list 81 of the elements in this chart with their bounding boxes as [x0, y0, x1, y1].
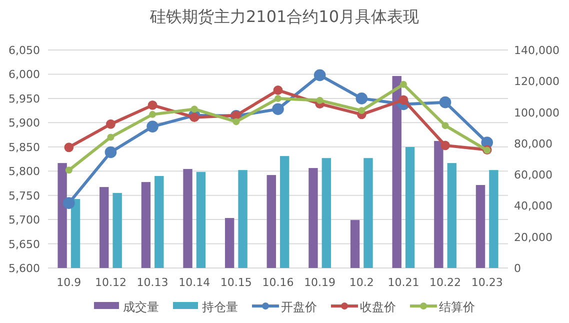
point: [398, 95, 408, 105]
bar: [141, 182, 151, 268]
y2-tick-label: 0: [514, 262, 521, 275]
x-tick-label: 10.21: [388, 276, 420, 289]
bar: [489, 170, 498, 268]
point: [440, 140, 450, 150]
bar: [350, 220, 360, 268]
bar: [447, 163, 456, 268]
bar: [112, 192, 122, 268]
bar: [364, 158, 373, 268]
x-tick-label: 10.22: [430, 276, 462, 289]
point: [190, 106, 198, 113]
y-tick-label: 5,850: [8, 140, 40, 154]
y2-tick-label: 120,000: [514, 75, 560, 88]
bar: [266, 175, 276, 268]
point: [190, 112, 200, 122]
point: [149, 110, 156, 118]
x-tick-label: 10.9: [56, 276, 82, 289]
point: [64, 142, 74, 152]
y-tick-label: 5,900: [8, 116, 40, 130]
y2-tick-label: 80,000: [514, 137, 552, 150]
x-tick-label: 10.19: [304, 276, 336, 289]
y-tick-label: 5,600: [8, 262, 40, 275]
y-tick-label: 5,700: [8, 214, 40, 227]
bar: [308, 168, 318, 268]
bar: [224, 218, 234, 268]
y2-tick-label: 60,000: [514, 168, 552, 182]
x-tick-label: 10.13: [136, 276, 168, 289]
bar: [280, 156, 290, 268]
point: [442, 122, 449, 130]
y2-tick-label: 100,000: [514, 106, 560, 120]
point: [439, 96, 452, 108]
legend-label: 收盘价: [360, 300, 396, 314]
bar: [70, 199, 80, 268]
bar: [322, 158, 332, 268]
point: [356, 92, 368, 104]
x-tick-label: 10.15: [220, 276, 252, 289]
x-tick-label: 10.14: [178, 276, 210, 289]
point: [274, 94, 282, 102]
bar: [154, 176, 164, 268]
bar: [196, 172, 206, 268]
y-tick-label: 5,650: [8, 238, 40, 251]
y-tick-label: 6,050: [8, 44, 40, 57]
point: [107, 134, 114, 141]
y2-tick-label: 20,000: [514, 230, 552, 244]
bar: [405, 147, 415, 268]
point: [316, 96, 324, 104]
point: [63, 197, 75, 209]
bar: [100, 187, 109, 268]
legend-label: 结算价: [439, 300, 475, 314]
y-tick-label: 6,000: [8, 68, 40, 82]
bar: [434, 140, 444, 268]
point: [104, 146, 117, 158]
chart-title: 硅铁期货主力2101合约10月具体表现: [148, 7, 420, 26]
y-tick-label: 5,750: [8, 189, 40, 202]
y-tick-label: 5,800: [8, 165, 40, 178]
point: [146, 120, 158, 132]
point: [232, 118, 240, 126]
bar: [476, 185, 486, 268]
bar: [183, 168, 192, 268]
point: [273, 86, 283, 95]
point: [272, 103, 284, 115]
point: [358, 107, 366, 114]
point: [314, 69, 326, 82]
x-tick-label: 10.16: [262, 276, 294, 289]
legend-label: 开盘价: [281, 300, 317, 314]
x-tick-label: 10.12: [94, 276, 126, 289]
point: [106, 119, 116, 129]
y-tick-label: 5,950: [8, 92, 40, 106]
bar: [238, 170, 248, 268]
legend-label: 成交量: [123, 300, 159, 314]
x-tick-label: 10.2: [349, 276, 374, 289]
y2-tick-label: 40,000: [514, 200, 552, 213]
bar: [392, 76, 402, 268]
point: [148, 100, 158, 110]
point: [400, 80, 407, 88]
x-tick-label: 10.23: [471, 276, 503, 289]
legend-label: 持仓量: [202, 300, 238, 314]
bar: [58, 163, 67, 268]
y2-tick-label: 140,000: [514, 44, 560, 57]
point: [65, 166, 72, 174]
